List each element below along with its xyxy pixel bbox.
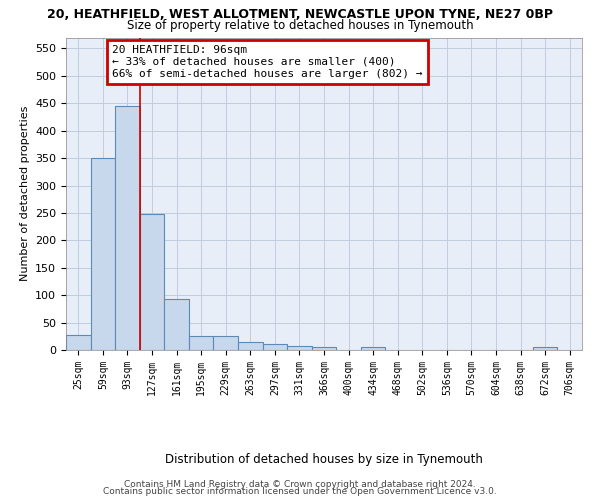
- Bar: [189, 336, 214, 350]
- Bar: [263, 344, 287, 350]
- Text: Contains HM Land Registry data © Crown copyright and database right 2024.: Contains HM Land Registry data © Crown c…: [124, 480, 476, 489]
- Y-axis label: Number of detached properties: Number of detached properties: [20, 106, 29, 282]
- Bar: [66, 335, 91, 350]
- Bar: [214, 336, 238, 350]
- X-axis label: Distribution of detached houses by size in Tynemouth: Distribution of detached houses by size …: [165, 454, 483, 466]
- Bar: [312, 346, 336, 350]
- Bar: [287, 346, 312, 350]
- Bar: [238, 342, 263, 350]
- Bar: [361, 348, 385, 350]
- Bar: [115, 106, 140, 350]
- Text: Size of property relative to detached houses in Tynemouth: Size of property relative to detached ho…: [127, 18, 473, 32]
- Bar: [164, 299, 189, 350]
- Text: 20 HEATHFIELD: 96sqm
← 33% of detached houses are smaller (400)
66% of semi-deta: 20 HEATHFIELD: 96sqm ← 33% of detached h…: [112, 46, 423, 78]
- Bar: [91, 158, 115, 350]
- Bar: [140, 214, 164, 350]
- Text: Contains public sector information licensed under the Open Government Licence v3: Contains public sector information licen…: [103, 488, 497, 496]
- Text: 20, HEATHFIELD, WEST ALLOTMENT, NEWCASTLE UPON TYNE, NE27 0BP: 20, HEATHFIELD, WEST ALLOTMENT, NEWCASTL…: [47, 8, 553, 20]
- Bar: [533, 348, 557, 350]
